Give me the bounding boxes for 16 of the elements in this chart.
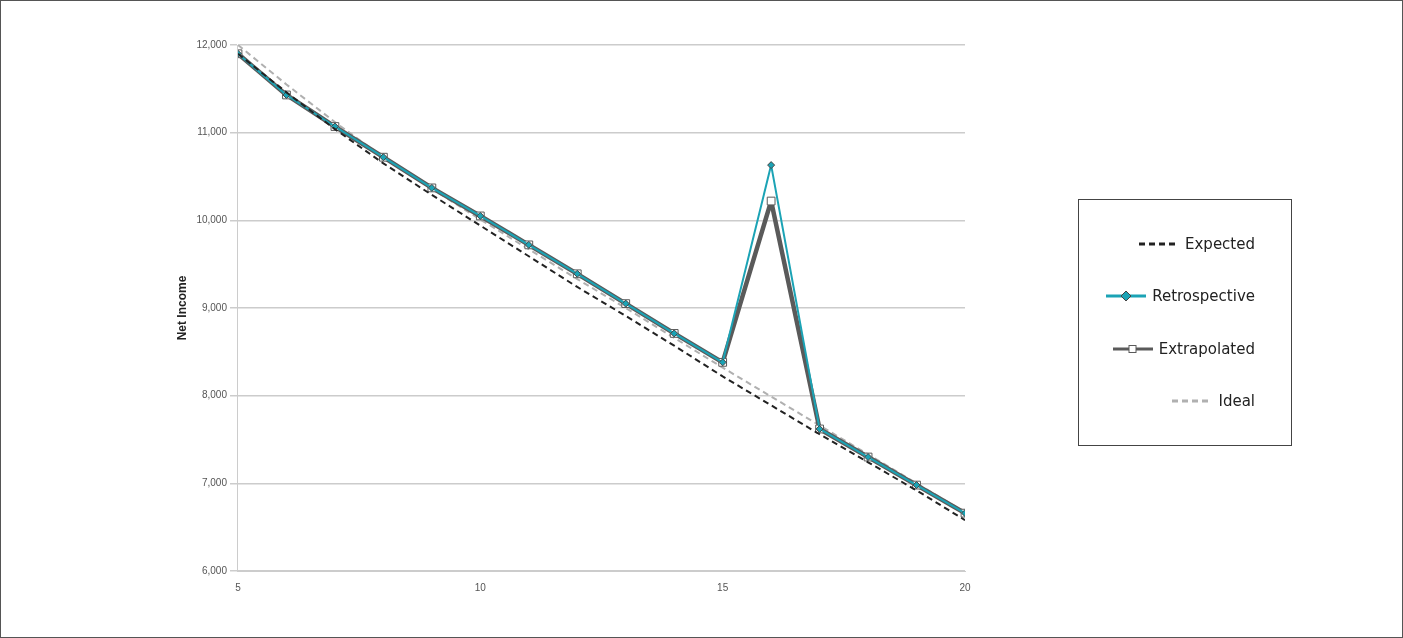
y-tick-label: 12,000 — [196, 38, 228, 50]
y-tick-label: 6,000 — [201, 564, 228, 576]
y-tick-label: 9,000 — [201, 301, 228, 313]
x-tick-label: 20 — [959, 581, 971, 593]
x-tick-label: 15 — [717, 581, 729, 593]
legend-label: Retrospective — [1152, 287, 1255, 306]
x-tick-label: 5 — [235, 581, 242, 593]
y-tick-label: 7,000 — [201, 477, 228, 489]
legend-label: Expected — [1185, 234, 1255, 253]
y-axis-title: Net Income — [174, 275, 189, 341]
x-tick-label: 10 — [474, 581, 487, 593]
y-tick-label: 11,000 — [197, 126, 228, 138]
y-tick-label: 8,000 — [201, 389, 228, 401]
y-tick-label: 10,000 — [196, 214, 228, 226]
legend-label: Extrapolated — [1158, 339, 1255, 358]
legend-label: Ideal — [1218, 392, 1255, 411]
